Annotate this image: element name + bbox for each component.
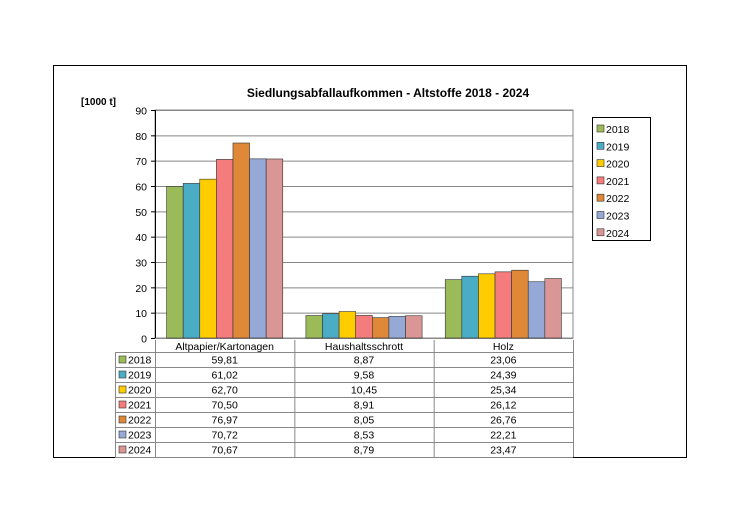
table-legend-key [118, 430, 127, 439]
y-tick-label: 30 [135, 258, 147, 270]
bar-2019-1 [322, 313, 340, 339]
category-label: Haushaltsschrott [325, 341, 403, 353]
bar-2022-1 [371, 317, 390, 339]
data-label: 22,21 [490, 430, 516, 442]
data-label: 10,45 [351, 385, 377, 397]
data-label: 8,53 [354, 430, 375, 442]
bar-2023-2 [527, 281, 546, 339]
data-label: 24,39 [490, 370, 516, 382]
chart-title: Siedlungsabfallaufkommen - Altstoffe 201… [247, 86, 530, 100]
table-series-label: 2022 [128, 415, 152, 427]
y-tick-label: 40 [135, 232, 147, 244]
y-tick-label: 70 [135, 156, 147, 168]
legend-label: 2023 [606, 211, 630, 223]
table-legend-key [118, 400, 127, 409]
category-label: Holz [493, 341, 514, 353]
legend-label: 2022 [606, 193, 630, 205]
data-label: 9,58 [354, 370, 375, 382]
table-legend-key [118, 385, 127, 394]
data-label: 59,81 [212, 355, 238, 367]
data-label: 76,97 [212, 415, 238, 427]
legend-label: 2020 [606, 159, 630, 171]
table-series-label: 2019 [128, 370, 152, 382]
data-label: 23,47 [490, 445, 516, 457]
legend-label: 2019 [606, 141, 630, 153]
legend-key-2022 [596, 193, 605, 202]
bar-2020-2 [478, 273, 496, 339]
bar-2021-2 [494, 271, 512, 339]
legend-key-2020 [596, 159, 605, 167]
category-label: Altpapier/Kartonagen [175, 341, 274, 353]
data-label: 25,34 [490, 385, 516, 397]
y-tick-label: 0 [141, 334, 147, 346]
bar-2023-1 [388, 316, 406, 339]
table-series-label: 2020 [128, 385, 152, 397]
table-series-label: 2023 [128, 430, 152, 442]
legend-key-2018 [596, 124, 605, 133]
table-series-label: 2021 [128, 400, 152, 412]
table-legend-key [118, 370, 127, 379]
legend-label: 2021 [606, 176, 630, 188]
data-label: 61,02 [212, 370, 238, 382]
legend-label: 2018 [606, 124, 630, 136]
table-legend-key [118, 355, 127, 364]
bar-2021-1 [355, 315, 373, 339]
table-legend-key [118, 415, 127, 424]
bar-2024-1 [405, 315, 423, 339]
bar-2018-0 [166, 186, 184, 339]
data-label: 23,06 [490, 355, 516, 367]
table-legend-key [118, 445, 127, 454]
bar-2021-0 [216, 159, 234, 339]
data-label: 70,67 [212, 445, 238, 457]
table-series-label: 2018 [128, 355, 152, 367]
bar-2018-2 [444, 279, 463, 339]
bar-2024-2 [544, 278, 562, 339]
data-label: 8,79 [354, 445, 375, 457]
bar-2018-1 [305, 315, 323, 339]
bar-2019-0 [182, 183, 201, 339]
data-label: 8,87 [354, 355, 375, 367]
legend-key-2019 [596, 142, 605, 150]
data-label: 26,76 [490, 415, 516, 427]
y-tick-label: 90 [135, 106, 147, 118]
bar-2020-1 [338, 311, 357, 339]
data-label: 26,12 [490, 400, 516, 412]
data-label: 70,50 [212, 400, 238, 412]
table-series-label: 2024 [128, 445, 152, 457]
legend-key-2021 [596, 176, 605, 185]
data-label: 70,72 [212, 430, 238, 442]
bar-2020-0 [199, 178, 217, 339]
y-tick-label: 60 [135, 182, 147, 194]
bar-2022-0 [232, 142, 250, 339]
bar-2024-0 [265, 158, 284, 339]
y-tick-label: 10 [135, 308, 147, 320]
bar-2019-2 [461, 275, 479, 339]
y-tick-label: 50 [135, 207, 147, 219]
y-axis-label: [1000 t] [81, 97, 116, 108]
data-label: 8,05 [354, 415, 375, 427]
y-tick-label: 80 [135, 131, 147, 143]
legend-label: 2024 [606, 228, 630, 240]
y-tick-label: 20 [135, 283, 147, 295]
data-label: 8,91 [354, 400, 375, 412]
legend-key-2024 [596, 228, 605, 237]
legend-key-2023 [596, 211, 605, 219]
bar-2022-2 [511, 269, 529, 339]
bar-2023-0 [249, 158, 267, 339]
data-label: 62,70 [212, 385, 238, 397]
